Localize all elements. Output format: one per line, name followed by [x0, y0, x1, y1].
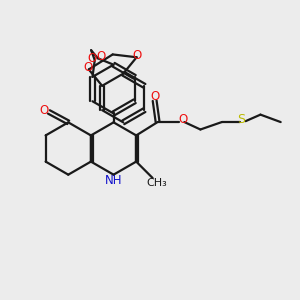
Text: O: O — [96, 50, 106, 63]
Text: O: O — [88, 52, 97, 65]
Text: O: O — [150, 90, 159, 103]
Text: O: O — [39, 104, 48, 117]
Text: O: O — [83, 61, 93, 74]
Text: O: O — [133, 49, 142, 62]
Text: CH₃: CH₃ — [147, 178, 167, 188]
Text: O: O — [178, 113, 188, 126]
Text: S: S — [237, 113, 245, 126]
Text: NH: NH — [105, 173, 122, 187]
